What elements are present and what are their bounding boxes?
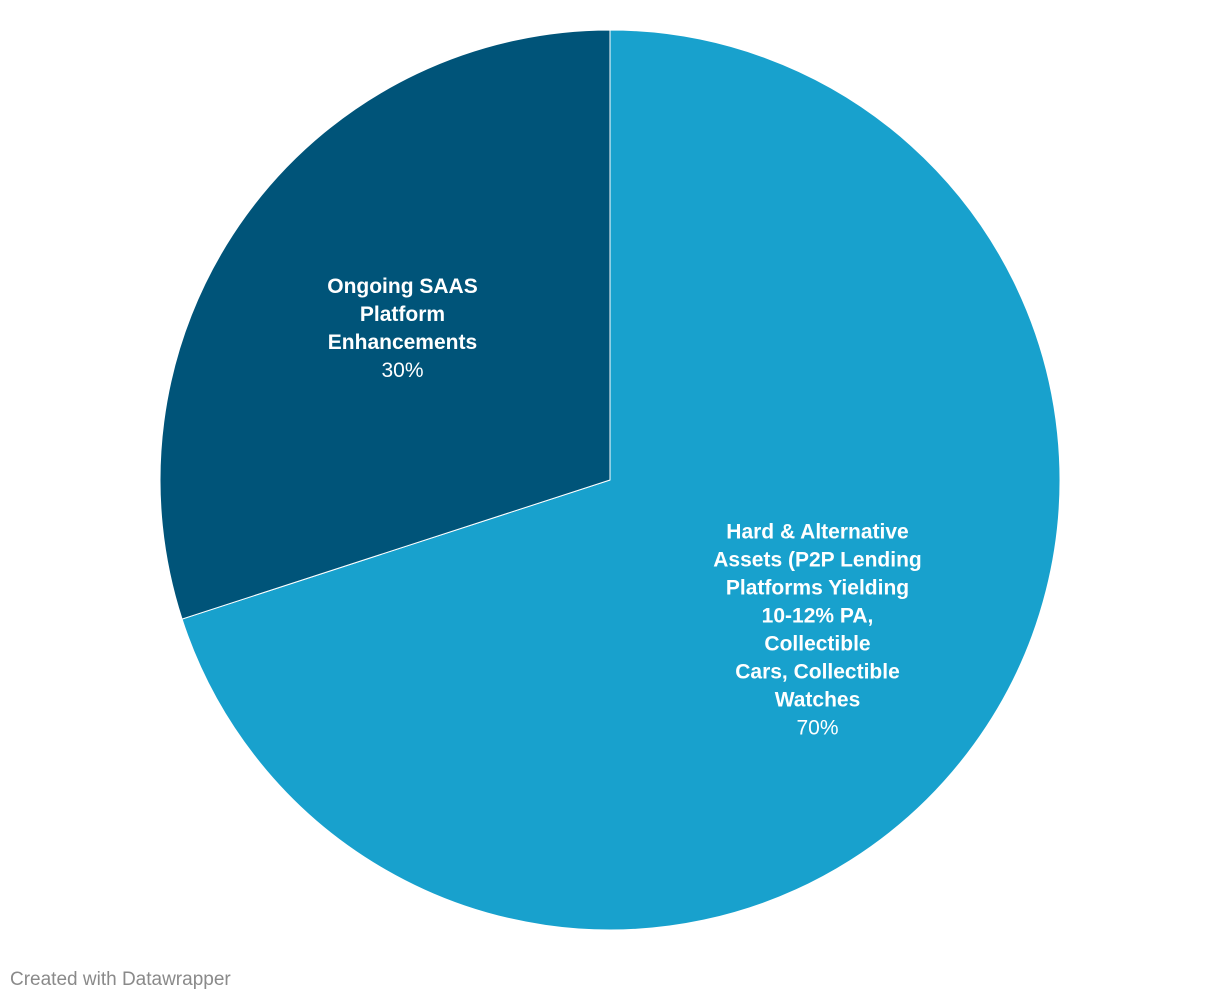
slice-value-0: 70% <box>796 716 838 739</box>
slice-label-0-line-1: Assets (P2P Lending <box>713 548 922 571</box>
slice-label-0-line-0: Hard & Alternative <box>726 520 908 543</box>
slice-value-1: 30% <box>381 359 423 382</box>
datawrapper-credit[interactable]: Created with Datawrapper <box>10 969 231 990</box>
slice-label-1-line-1: Platform <box>360 303 445 326</box>
slice-label-1-line-0: Ongoing SAAS <box>327 275 478 298</box>
pie-slice-0[interactable] <box>181 29 1061 931</box>
slice-label-0-line-4: Collectible <box>764 632 870 655</box>
slice-label-0-line-5: Cars, Collectible <box>735 660 900 683</box>
slice-label-1-line-2: Enhancements <box>328 331 477 354</box>
slice-label-0-line-3: 10-12% PA, <box>762 604 874 627</box>
slice-label-0-line-2: Platforms Yielding <box>726 576 909 599</box>
slice-label-0-line-6: Watches <box>775 688 861 711</box>
pie-slice-1[interactable] <box>159 29 611 620</box>
